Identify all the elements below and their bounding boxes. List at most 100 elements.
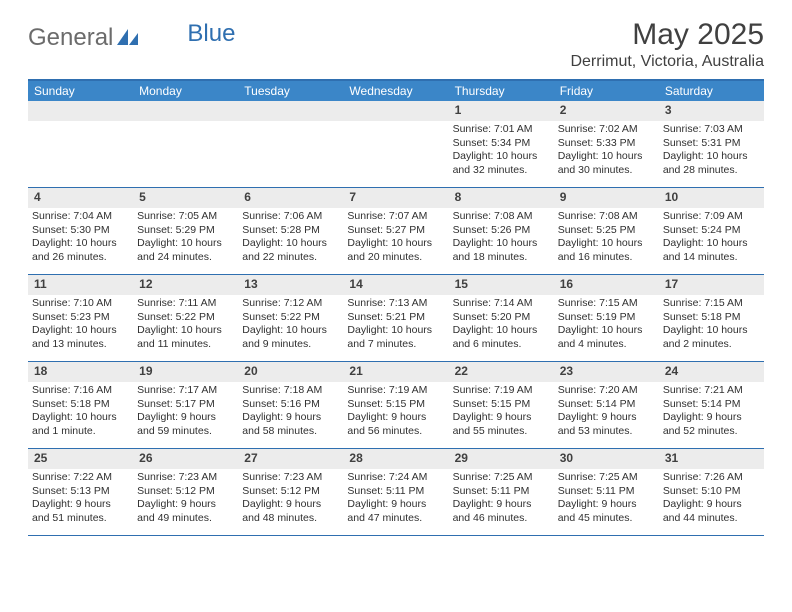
day-number: 6: [238, 188, 343, 208]
day-details: Sunrise: 7:16 AMSunset: 5:18 PMDaylight:…: [28, 382, 133, 448]
daylight-line: Daylight: 10 hours and 30 minutes.: [558, 150, 655, 177]
day-number: 5: [133, 188, 238, 208]
day-details: Sunrise: 7:11 AMSunset: 5:22 PMDaylight:…: [133, 295, 238, 361]
day-details: Sunrise: 7:08 AMSunset: 5:26 PMDaylight:…: [449, 208, 554, 274]
day-details: Sunrise: 7:24 AMSunset: 5:11 PMDaylight:…: [343, 469, 448, 535]
sunrise-line: Sunrise: 7:25 AM: [558, 471, 655, 485]
day-number: 30: [554, 449, 659, 469]
sunrise-line: Sunrise: 7:07 AM: [347, 210, 444, 224]
sunset-line: Sunset: 5:22 PM: [242, 311, 339, 325]
day-number: 9: [554, 188, 659, 208]
daylight-line: Daylight: 9 hours and 51 minutes.: [32, 498, 129, 525]
day-details: Sunrise: 7:13 AMSunset: 5:21 PMDaylight:…: [343, 295, 448, 361]
sunrise-line: Sunrise: 7:05 AM: [137, 210, 234, 224]
daylight-line: Daylight: 10 hours and 28 minutes.: [663, 150, 760, 177]
sunset-line: Sunset: 5:19 PM: [558, 311, 655, 325]
day-header: Thursday: [449, 81, 554, 101]
day-number: 24: [659, 362, 764, 382]
logo-sail-icon: [117, 26, 139, 54]
sunrise-line: Sunrise: 7:18 AM: [242, 384, 339, 398]
daylight-line: Daylight: 9 hours and 48 minutes.: [242, 498, 339, 525]
calendar: SundayMondayTuesdayWednesdayThursdayFrid…: [28, 79, 764, 536]
sunrise-line: Sunrise: 7:06 AM: [242, 210, 339, 224]
sunset-line: Sunset: 5:15 PM: [347, 398, 444, 412]
day-details-row: Sunrise: 7:10 AMSunset: 5:23 PMDaylight:…: [28, 295, 764, 361]
daylight-line: Daylight: 9 hours and 46 minutes.: [453, 498, 550, 525]
day-details: Sunrise: 7:08 AMSunset: 5:25 PMDaylight:…: [554, 208, 659, 274]
sunrise-line: Sunrise: 7:12 AM: [242, 297, 339, 311]
day-number: 29: [449, 449, 554, 469]
daylight-line: Daylight: 9 hours and 47 minutes.: [347, 498, 444, 525]
sunset-line: Sunset: 5:11 PM: [558, 485, 655, 499]
day-details: Sunrise: 7:17 AMSunset: 5:17 PMDaylight:…: [133, 382, 238, 448]
daylight-line: Daylight: 10 hours and 26 minutes.: [32, 237, 129, 264]
day-number: 10: [659, 188, 764, 208]
day-details: Sunrise: 7:10 AMSunset: 5:23 PMDaylight:…: [28, 295, 133, 361]
sunset-line: Sunset: 5:11 PM: [453, 485, 550, 499]
sunset-line: Sunset: 5:24 PM: [663, 224, 760, 238]
day-details: Sunrise: 7:19 AMSunset: 5:15 PMDaylight:…: [449, 382, 554, 448]
daylight-line: Daylight: 9 hours and 53 minutes.: [558, 411, 655, 438]
sunrise-line: Sunrise: 7:25 AM: [453, 471, 550, 485]
location-label: Derrimut, Victoria, Australia: [570, 53, 764, 71]
day-details: [238, 121, 343, 187]
sunset-line: Sunset: 5:14 PM: [558, 398, 655, 412]
sunrise-line: Sunrise: 7:09 AM: [663, 210, 760, 224]
day-details: Sunrise: 7:07 AMSunset: 5:27 PMDaylight:…: [343, 208, 448, 274]
logo: General Blue: [28, 18, 187, 52]
daylight-line: Daylight: 9 hours and 52 minutes.: [663, 411, 760, 438]
daylight-line: Daylight: 10 hours and 14 minutes.: [663, 237, 760, 264]
sunset-line: Sunset: 5:34 PM: [453, 137, 550, 151]
sunrise-line: Sunrise: 7:10 AM: [32, 297, 129, 311]
day-details: Sunrise: 7:12 AMSunset: 5:22 PMDaylight:…: [238, 295, 343, 361]
daylight-line: Daylight: 10 hours and 24 minutes.: [137, 237, 234, 264]
daylight-line: Daylight: 10 hours and 16 minutes.: [558, 237, 655, 264]
sunset-line: Sunset: 5:29 PM: [137, 224, 234, 238]
daylight-line: Daylight: 10 hours and 6 minutes.: [453, 324, 550, 351]
day-header: Saturday: [659, 81, 764, 101]
daylight-line: Daylight: 10 hours and 7 minutes.: [347, 324, 444, 351]
day-number: [133, 101, 238, 121]
day-details: Sunrise: 7:22 AMSunset: 5:13 PMDaylight:…: [28, 469, 133, 535]
day-number: 13: [238, 275, 343, 295]
logo-text-blue: Blue: [187, 20, 235, 48]
sunset-line: Sunset: 5:31 PM: [663, 137, 760, 151]
day-number: 31: [659, 449, 764, 469]
sunrise-line: Sunrise: 7:03 AM: [663, 123, 760, 137]
day-number: 3: [659, 101, 764, 121]
day-header: Wednesday: [343, 81, 448, 101]
daylight-line: Daylight: 9 hours and 49 minutes.: [137, 498, 234, 525]
day-number-row: 45678910: [28, 188, 764, 208]
day-number: 17: [659, 275, 764, 295]
daylight-line: Daylight: 9 hours and 59 minutes.: [137, 411, 234, 438]
day-details: Sunrise: 7:21 AMSunset: 5:14 PMDaylight:…: [659, 382, 764, 448]
day-details: [28, 121, 133, 187]
sunset-line: Sunset: 5:17 PM: [137, 398, 234, 412]
sunrise-line: Sunrise: 7:15 AM: [558, 297, 655, 311]
day-details: Sunrise: 7:01 AMSunset: 5:34 PMDaylight:…: [449, 121, 554, 187]
header: General Blue May 2025 Derrimut, Victoria…: [28, 18, 764, 71]
sunrise-line: Sunrise: 7:01 AM: [453, 123, 550, 137]
day-details: Sunrise: 7:04 AMSunset: 5:30 PMDaylight:…: [28, 208, 133, 274]
sunrise-line: Sunrise: 7:17 AM: [137, 384, 234, 398]
day-details: Sunrise: 7:05 AMSunset: 5:29 PMDaylight:…: [133, 208, 238, 274]
daylight-line: Daylight: 9 hours and 45 minutes.: [558, 498, 655, 525]
day-number: 14: [343, 275, 448, 295]
day-details-row: Sunrise: 7:01 AMSunset: 5:34 PMDaylight:…: [28, 121, 764, 187]
day-details: Sunrise: 7:15 AMSunset: 5:18 PMDaylight:…: [659, 295, 764, 361]
day-header: Tuesday: [238, 81, 343, 101]
daylight-line: Daylight: 10 hours and 22 minutes.: [242, 237, 339, 264]
daylight-line: Daylight: 10 hours and 9 minutes.: [242, 324, 339, 351]
sunrise-line: Sunrise: 7:15 AM: [663, 297, 760, 311]
daylight-line: Daylight: 10 hours and 32 minutes.: [453, 150, 550, 177]
day-number: 27: [238, 449, 343, 469]
day-number: 23: [554, 362, 659, 382]
sunset-line: Sunset: 5:18 PM: [663, 311, 760, 325]
day-number-row: 11121314151617: [28, 275, 764, 295]
day-number: 18: [28, 362, 133, 382]
month-title: May 2025: [570, 18, 764, 51]
day-details-row: Sunrise: 7:16 AMSunset: 5:18 PMDaylight:…: [28, 382, 764, 448]
daylight-line: Daylight: 10 hours and 18 minutes.: [453, 237, 550, 264]
sunset-line: Sunset: 5:14 PM: [663, 398, 760, 412]
day-number: 7: [343, 188, 448, 208]
